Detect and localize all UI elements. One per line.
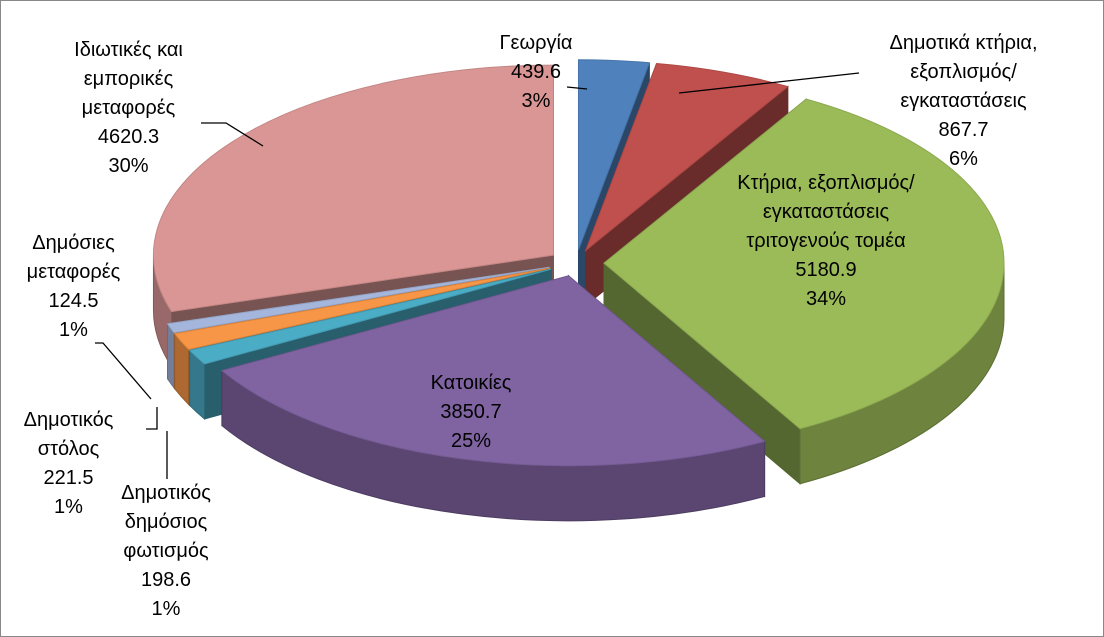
data-label: Γεωργία 439.6 3%: [471, 29, 601, 116]
category-label: Γεωργία: [499, 32, 573, 54]
value-label: 4620.3: [97, 126, 160, 148]
percent-label: 1%: [151, 598, 181, 620]
slice: [220, 275, 766, 467]
percent-label: 25%: [450, 430, 492, 452]
category-label: Ιδιωτικές και εμπορικές μεταφορές: [74, 39, 183, 119]
slice-wall: [167, 322, 175, 390]
value-label: 5180.9: [795, 259, 857, 281]
category-label: Δημόσιες μεταφορές: [26, 232, 121, 283]
slice: [152, 64, 554, 313]
value-label: 439.6: [510, 61, 562, 83]
slice: [603, 98, 1005, 430]
data-label: Δημοτικός δημόσιος φωτισμός 198.6 1%: [91, 479, 241, 624]
percent-label: 30%: [108, 155, 149, 177]
leader-line: [95, 342, 152, 400]
leader-line: [201, 122, 264, 147]
category-label: Δημοτικός στόλος: [23, 409, 114, 460]
category-label: Κτήρια, εξοπλισμός/εγκαταστάσεις τριτογε…: [737, 172, 915, 252]
leader-line: [678, 72, 860, 94]
category-label: Κατοικίες: [430, 372, 512, 394]
percent-label: 3%: [521, 90, 551, 112]
data-label: Δημοτικά κτήρια, εξοπλισμός/εγκαταστάσει…: [851, 29, 1076, 174]
data-label: Δημόσιες μεταφορές 124.5 1%: [11, 229, 136, 345]
data-label: Κατοικίες 3850.7 25%: [381, 369, 561, 456]
category-label: Δημοτικά κτήρια, εξοπλισμός/εγκαταστάσει…: [889, 32, 1038, 112]
category-label: Δημοτικός δημόσιος φωτισμός: [121, 482, 211, 562]
value-label: 198.6: [140, 569, 192, 591]
slice: [173, 267, 551, 350]
value-label: 221.5: [43, 467, 94, 489]
percent-label: 6%: [949, 148, 978, 170]
percent-label: 1%: [59, 319, 88, 341]
slice: [577, 59, 651, 250]
slice: [166, 266, 550, 334]
value-label: 3850.7: [440, 401, 502, 423]
leader-line: [146, 407, 158, 430]
data-label: Δημοτικός στόλος 221.5 1%: [1, 406, 136, 522]
slice: [584, 63, 789, 253]
value-label: 124.5: [48, 290, 99, 312]
data-label: Κτήρια, εξοπλισμός/εγκαταστάσεις τριτογε…: [711, 169, 941, 314]
percent-label: 1%: [54, 496, 83, 518]
data-label: Ιδιωτικές και εμπορικές μεταφορές 4620.3 3…: [41, 36, 216, 181]
leader-line: [566, 86, 588, 90]
percent-label: 34%: [805, 288, 847, 310]
value-label: 867.7: [938, 119, 989, 141]
slice: [188, 268, 552, 365]
